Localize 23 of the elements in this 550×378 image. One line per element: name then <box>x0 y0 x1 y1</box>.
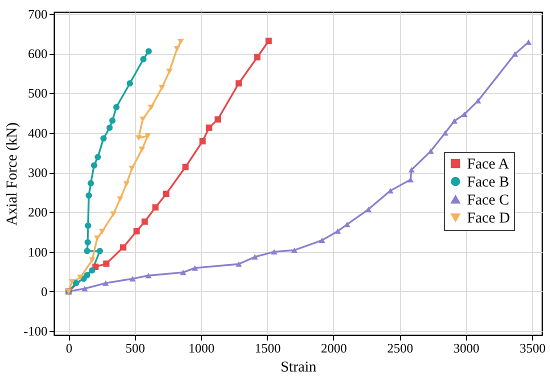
y-tick-label: 0 <box>41 284 48 299</box>
y-tick-label: -100 <box>24 324 48 339</box>
legend-label: Face B <box>467 174 510 190</box>
legend-label: Face A <box>467 156 510 172</box>
y-tick-label: 700 <box>28 6 48 22</box>
y-tick-label: 200 <box>28 204 48 220</box>
legend-label: Face D <box>467 210 510 226</box>
x-axis-title: Strain <box>280 360 317 376</box>
legend-label: Face C <box>467 192 510 208</box>
x-tick-label: 2500 <box>387 340 414 356</box>
x-tick-label: 500 <box>126 340 146 356</box>
y-tick-label: 100 <box>28 244 48 260</box>
x-tick-label: 3000 <box>453 340 480 356</box>
x-tick-label: 1000 <box>188 340 214 356</box>
x-tick-label: 2000 <box>320 340 347 356</box>
y-axis-title: Axial Force (kN) <box>4 122 21 226</box>
y-tick-label: 600 <box>28 46 48 62</box>
y-tick-label: 300 <box>28 165 48 180</box>
x-tick-label: 1500 <box>254 340 281 356</box>
y-tick-label: 400 <box>28 125 48 140</box>
x-tick-label: 3500 <box>520 340 546 356</box>
x-tick-label: 0 <box>66 340 72 356</box>
y-tick-label: 500 <box>28 86 48 101</box>
